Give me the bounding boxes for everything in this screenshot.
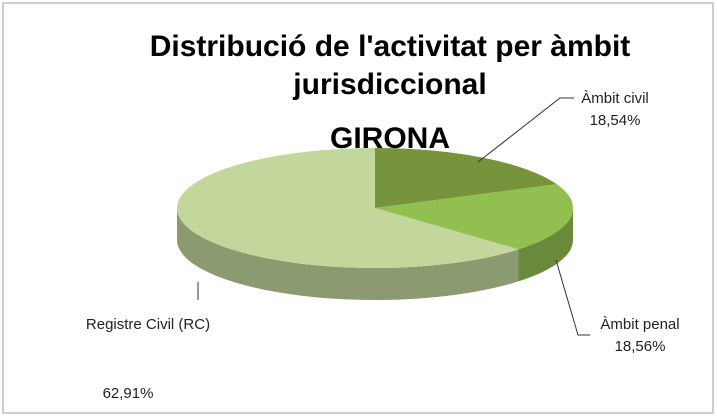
value-label: 18,56% — [614, 338, 666, 355]
value-label: 18,54% — [589, 112, 641, 129]
slice — [177, 148, 519, 268]
leader-line — [477, 97, 574, 163]
leader-line — [555, 259, 590, 336]
chart-title: Distribució de l'activitat per àmbit jur… — [149, 30, 631, 101]
slice — [375, 148, 557, 208]
slice-label: Registre Civil (RC) — [85, 316, 211, 333]
slice-label: Àmbit penal — [600, 316, 680, 333]
value-label: 62,91% — [102, 385, 154, 402]
slice-label: Àmbit civil — [581, 90, 649, 107]
slice-side — [177, 208, 519, 301]
slice — [375, 184, 573, 250]
chart-subtitle: GIRONA — [330, 122, 450, 155]
slice-side — [518, 208, 573, 282]
